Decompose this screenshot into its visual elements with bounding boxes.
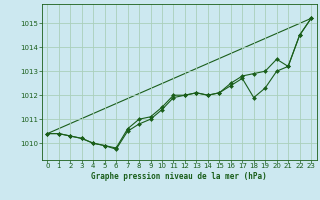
X-axis label: Graphe pression niveau de la mer (hPa): Graphe pression niveau de la mer (hPa) [91, 172, 267, 181]
